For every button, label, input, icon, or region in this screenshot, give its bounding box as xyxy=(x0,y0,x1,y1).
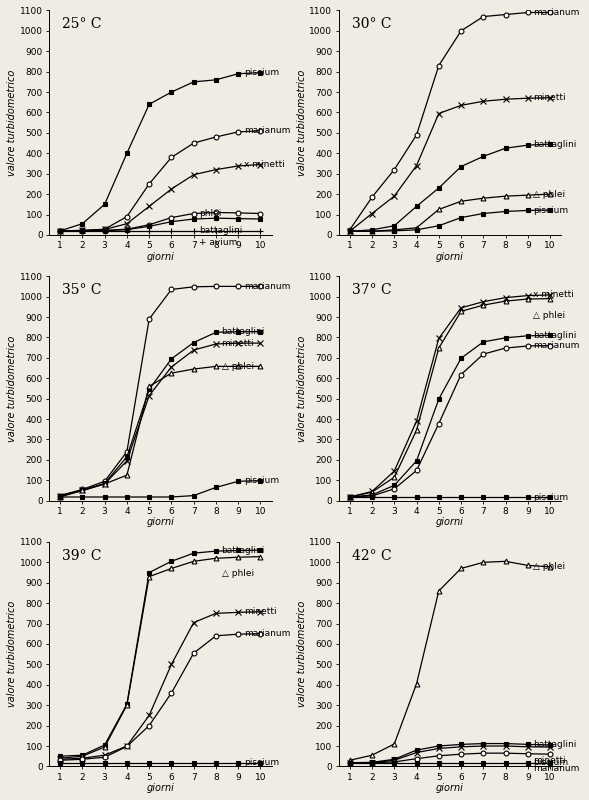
Text: piscium: piscium xyxy=(244,758,279,767)
Text: △ phlei: △ phlei xyxy=(221,569,254,578)
X-axis label: giorni: giorni xyxy=(436,518,464,527)
Text: 39° C: 39° C xyxy=(62,549,102,562)
Text: minetti: minetti xyxy=(534,94,566,102)
Text: △ phlei: △ phlei xyxy=(534,190,565,198)
Text: phlei: phlei xyxy=(199,209,221,218)
Text: minetti: minetti xyxy=(221,338,254,348)
Text: minetti: minetti xyxy=(244,607,276,616)
Text: minetti: minetti xyxy=(534,757,566,766)
Y-axis label: valore turbidometrico: valore turbidometrico xyxy=(297,70,307,176)
Text: △ phlei: △ phlei xyxy=(534,311,565,320)
Y-axis label: valore turbidometrico: valore turbidometrico xyxy=(7,335,17,442)
Y-axis label: valore turbidometrico: valore turbidometrico xyxy=(297,601,307,707)
X-axis label: giorni: giorni xyxy=(436,783,464,793)
Text: battaglini: battaglini xyxy=(534,331,577,340)
Text: marianum: marianum xyxy=(534,8,580,17)
X-axis label: giorni: giorni xyxy=(146,783,174,793)
Text: 37° C: 37° C xyxy=(352,283,392,297)
Text: △ phlei: △ phlei xyxy=(221,362,254,371)
Text: piscium: piscium xyxy=(244,68,279,77)
Text: battaglini: battaglini xyxy=(199,226,243,234)
Text: marianum: marianum xyxy=(244,282,290,291)
Text: piscium: piscium xyxy=(534,758,568,767)
Text: 25° C: 25° C xyxy=(62,17,102,31)
Text: battaglini: battaglini xyxy=(534,140,577,149)
X-axis label: giorni: giorni xyxy=(436,251,464,262)
Y-axis label: valore turbidometrico: valore turbidometrico xyxy=(7,601,17,707)
Text: marianum: marianum xyxy=(534,341,580,350)
Text: battaglini: battaglini xyxy=(534,741,577,750)
X-axis label: giorni: giorni xyxy=(146,251,174,262)
X-axis label: giorni: giorni xyxy=(146,518,174,527)
Text: marianum: marianum xyxy=(534,763,580,773)
Y-axis label: valore turbidometrico: valore turbidometrico xyxy=(7,70,17,176)
Text: 42° C: 42° C xyxy=(352,549,392,562)
Text: marianum: marianum xyxy=(244,630,290,638)
Y-axis label: valore turbidometrico: valore turbidometrico xyxy=(297,335,307,442)
Text: marianum: marianum xyxy=(244,126,290,135)
Text: piscium: piscium xyxy=(534,493,568,502)
Text: piscium: piscium xyxy=(534,206,568,214)
Text: 30° C: 30° C xyxy=(352,17,392,31)
Text: 35° C: 35° C xyxy=(62,283,102,297)
Text: x minetti: x minetti xyxy=(244,160,284,169)
Text: piscium: piscium xyxy=(244,476,279,485)
Text: x minetti: x minetti xyxy=(534,290,574,299)
Text: + avium: + avium xyxy=(199,238,237,247)
Text: battaglini: battaglini xyxy=(221,327,265,336)
Text: battaglini: battaglini xyxy=(221,546,265,554)
Text: △ phlei: △ phlei xyxy=(534,562,565,571)
